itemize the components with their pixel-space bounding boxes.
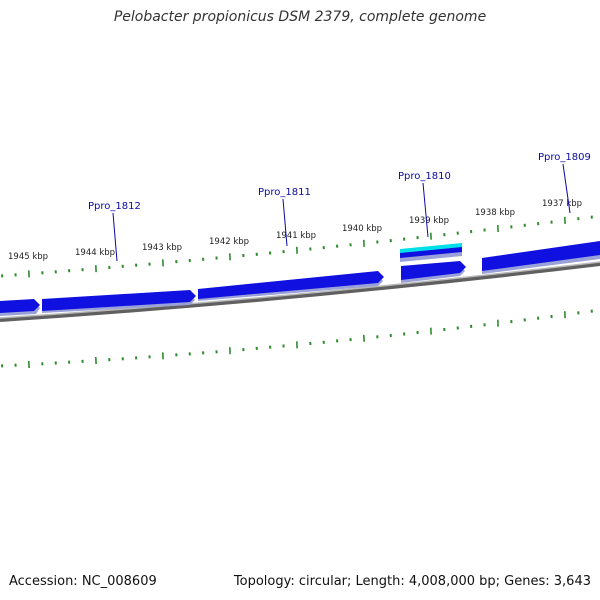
scale-label: 1941 kbp [276,231,316,241]
scale-ticks-upper [1,215,593,278]
scale-ticks-lower [1,309,593,369]
gene-label[interactable]: Ppro_1810 [398,171,451,182]
scale-label: 1945 kbp [8,252,48,262]
gene-feature[interactable] [0,299,40,313]
gene-label[interactable]: Ppro_1809 [538,152,591,163]
map-title: Pelobacter propionicus DSM 2379, complet… [113,9,487,25]
gene-feature[interactable] [198,271,384,299]
gene-feature[interactable] [400,247,462,258]
gene-label[interactable]: Ppro_1811 [258,187,311,198]
accession-text: Accession: NC_008609 [9,574,157,589]
gene-label[interactable]: Ppro_1812 [88,201,141,212]
scale-label: 1939 kbp [409,216,449,226]
gene-feature[interactable] [482,241,600,271]
gene-labels: Ppro_1812 Ppro_1811 Ppro_1810 Ppro_1809 [88,152,591,262]
scale-label: 1942 kbp [209,237,249,247]
genome-backbone [0,262,600,322]
scale-labels: 1945 kbp 1944 kbp 1943 kbp 1942 kbp 1941… [8,199,582,262]
scale-label: 1944 kbp [75,248,115,258]
scale-label: 1938 kbp [475,208,515,218]
genome-summary-text: Topology: circular; Length: 4,008,000 bp… [233,574,591,589]
gene-feature-group [0,241,600,316]
scale-label: 1943 kbp [142,243,182,253]
scale-label: 1937 kbp [542,199,582,209]
gene-feature[interactable] [42,290,196,311]
gene-feature[interactable] [401,261,466,280]
scale-label: 1940 kbp [342,224,382,234]
